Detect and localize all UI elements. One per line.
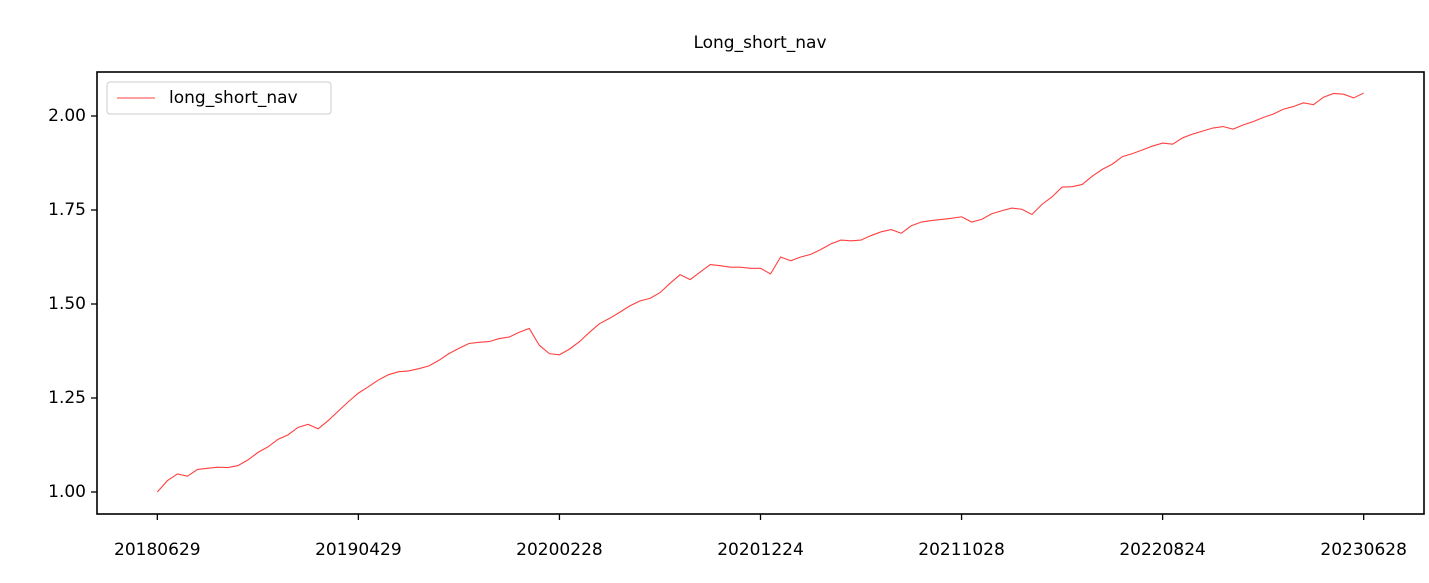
y-tick-label: 1.50: [48, 294, 86, 314]
y-tick-label: 1.00: [48, 482, 86, 502]
x-tick-label: 20230628: [1320, 540, 1407, 560]
plot-frame: [96, 71, 1425, 515]
legend-box: [106, 81, 332, 115]
x-tick-label: 20220824: [1119, 540, 1206, 560]
legend-label: long_short_nav: [169, 88, 298, 108]
y-tick-label: 1.75: [48, 200, 86, 220]
x-tick-label: 20211028: [918, 540, 1005, 560]
x-tick-label: 20201224: [717, 540, 804, 560]
x-tick-label: 20180629: [114, 540, 201, 560]
x-tick-label: 20200228: [516, 540, 603, 560]
series-line: [156, 92, 1364, 493]
x-tick-label: 20190429: [315, 540, 402, 560]
y-tick-label: 2.00: [48, 106, 86, 126]
chart-title: Long_short_nav: [693, 33, 826, 53]
y-tick-label: 1.25: [48, 388, 86, 408]
